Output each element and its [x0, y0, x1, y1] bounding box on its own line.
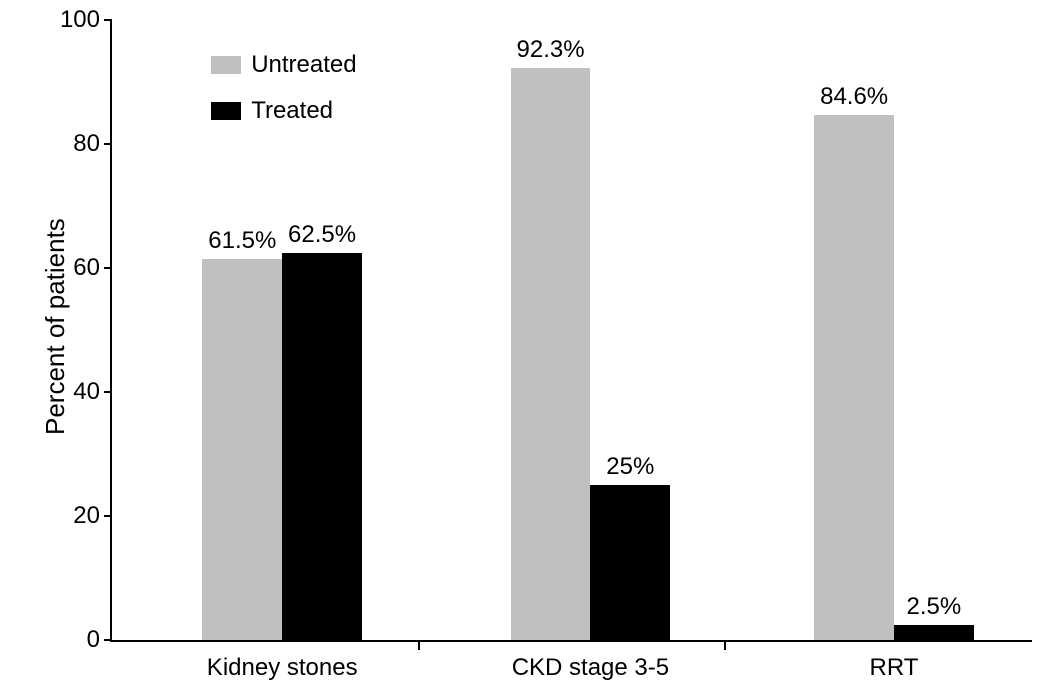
- bar-label-untreated: 92.3%: [517, 36, 585, 64]
- y-tick-mark: [104, 391, 112, 393]
- bar-label-treated: 2.5%: [907, 593, 962, 621]
- bar-label-treated: 25%: [606, 453, 654, 481]
- legend-label: Untreated: [251, 51, 356, 79]
- bar-untreated: [202, 259, 282, 640]
- legend-item: Untreated: [211, 51, 356, 79]
- legend-item: Treated: [211, 97, 356, 125]
- y-tick-label: 20: [73, 502, 100, 530]
- y-tick-mark: [104, 143, 112, 145]
- legend-swatch: [211, 102, 241, 120]
- y-tick-label: 0: [87, 626, 100, 654]
- y-tick-label: 100: [60, 6, 100, 34]
- bar-label-untreated: 61.5%: [208, 227, 276, 255]
- y-tick-label: 80: [73, 130, 100, 158]
- bar-untreated: [814, 115, 894, 640]
- x-category-label: CKD stage 3-5: [512, 654, 669, 682]
- y-tick-mark: [104, 267, 112, 269]
- x-category-label: Kidney stones: [207, 654, 358, 682]
- bar-chart: 0 20 40 60 80 100 Kidney stones 61.5% 62.5% CKD s…: [0, 0, 1050, 700]
- bar-treated: [894, 625, 974, 641]
- legend-label: Treated: [251, 97, 333, 125]
- legend-swatch: [211, 56, 241, 74]
- chart-legend: Untreated Treated: [211, 51, 356, 143]
- y-tick-label: 40: [73, 378, 100, 406]
- bar-untreated: [511, 68, 591, 640]
- y-axis-title: Percent of patients: [40, 219, 71, 436]
- x-tick: [418, 640, 420, 650]
- bar-treated: [590, 485, 670, 640]
- y-tick-mark: [104, 639, 112, 641]
- x-tick: [724, 640, 726, 650]
- bar-label-treated: 62.5%: [288, 221, 356, 249]
- y-tick-label: 60: [73, 254, 100, 282]
- y-tick-mark: [104, 19, 112, 21]
- y-tick-mark: [104, 515, 112, 517]
- x-category-label: RRT: [870, 654, 919, 682]
- bar-label-untreated: 84.6%: [820, 83, 888, 111]
- bar-treated: [282, 253, 362, 641]
